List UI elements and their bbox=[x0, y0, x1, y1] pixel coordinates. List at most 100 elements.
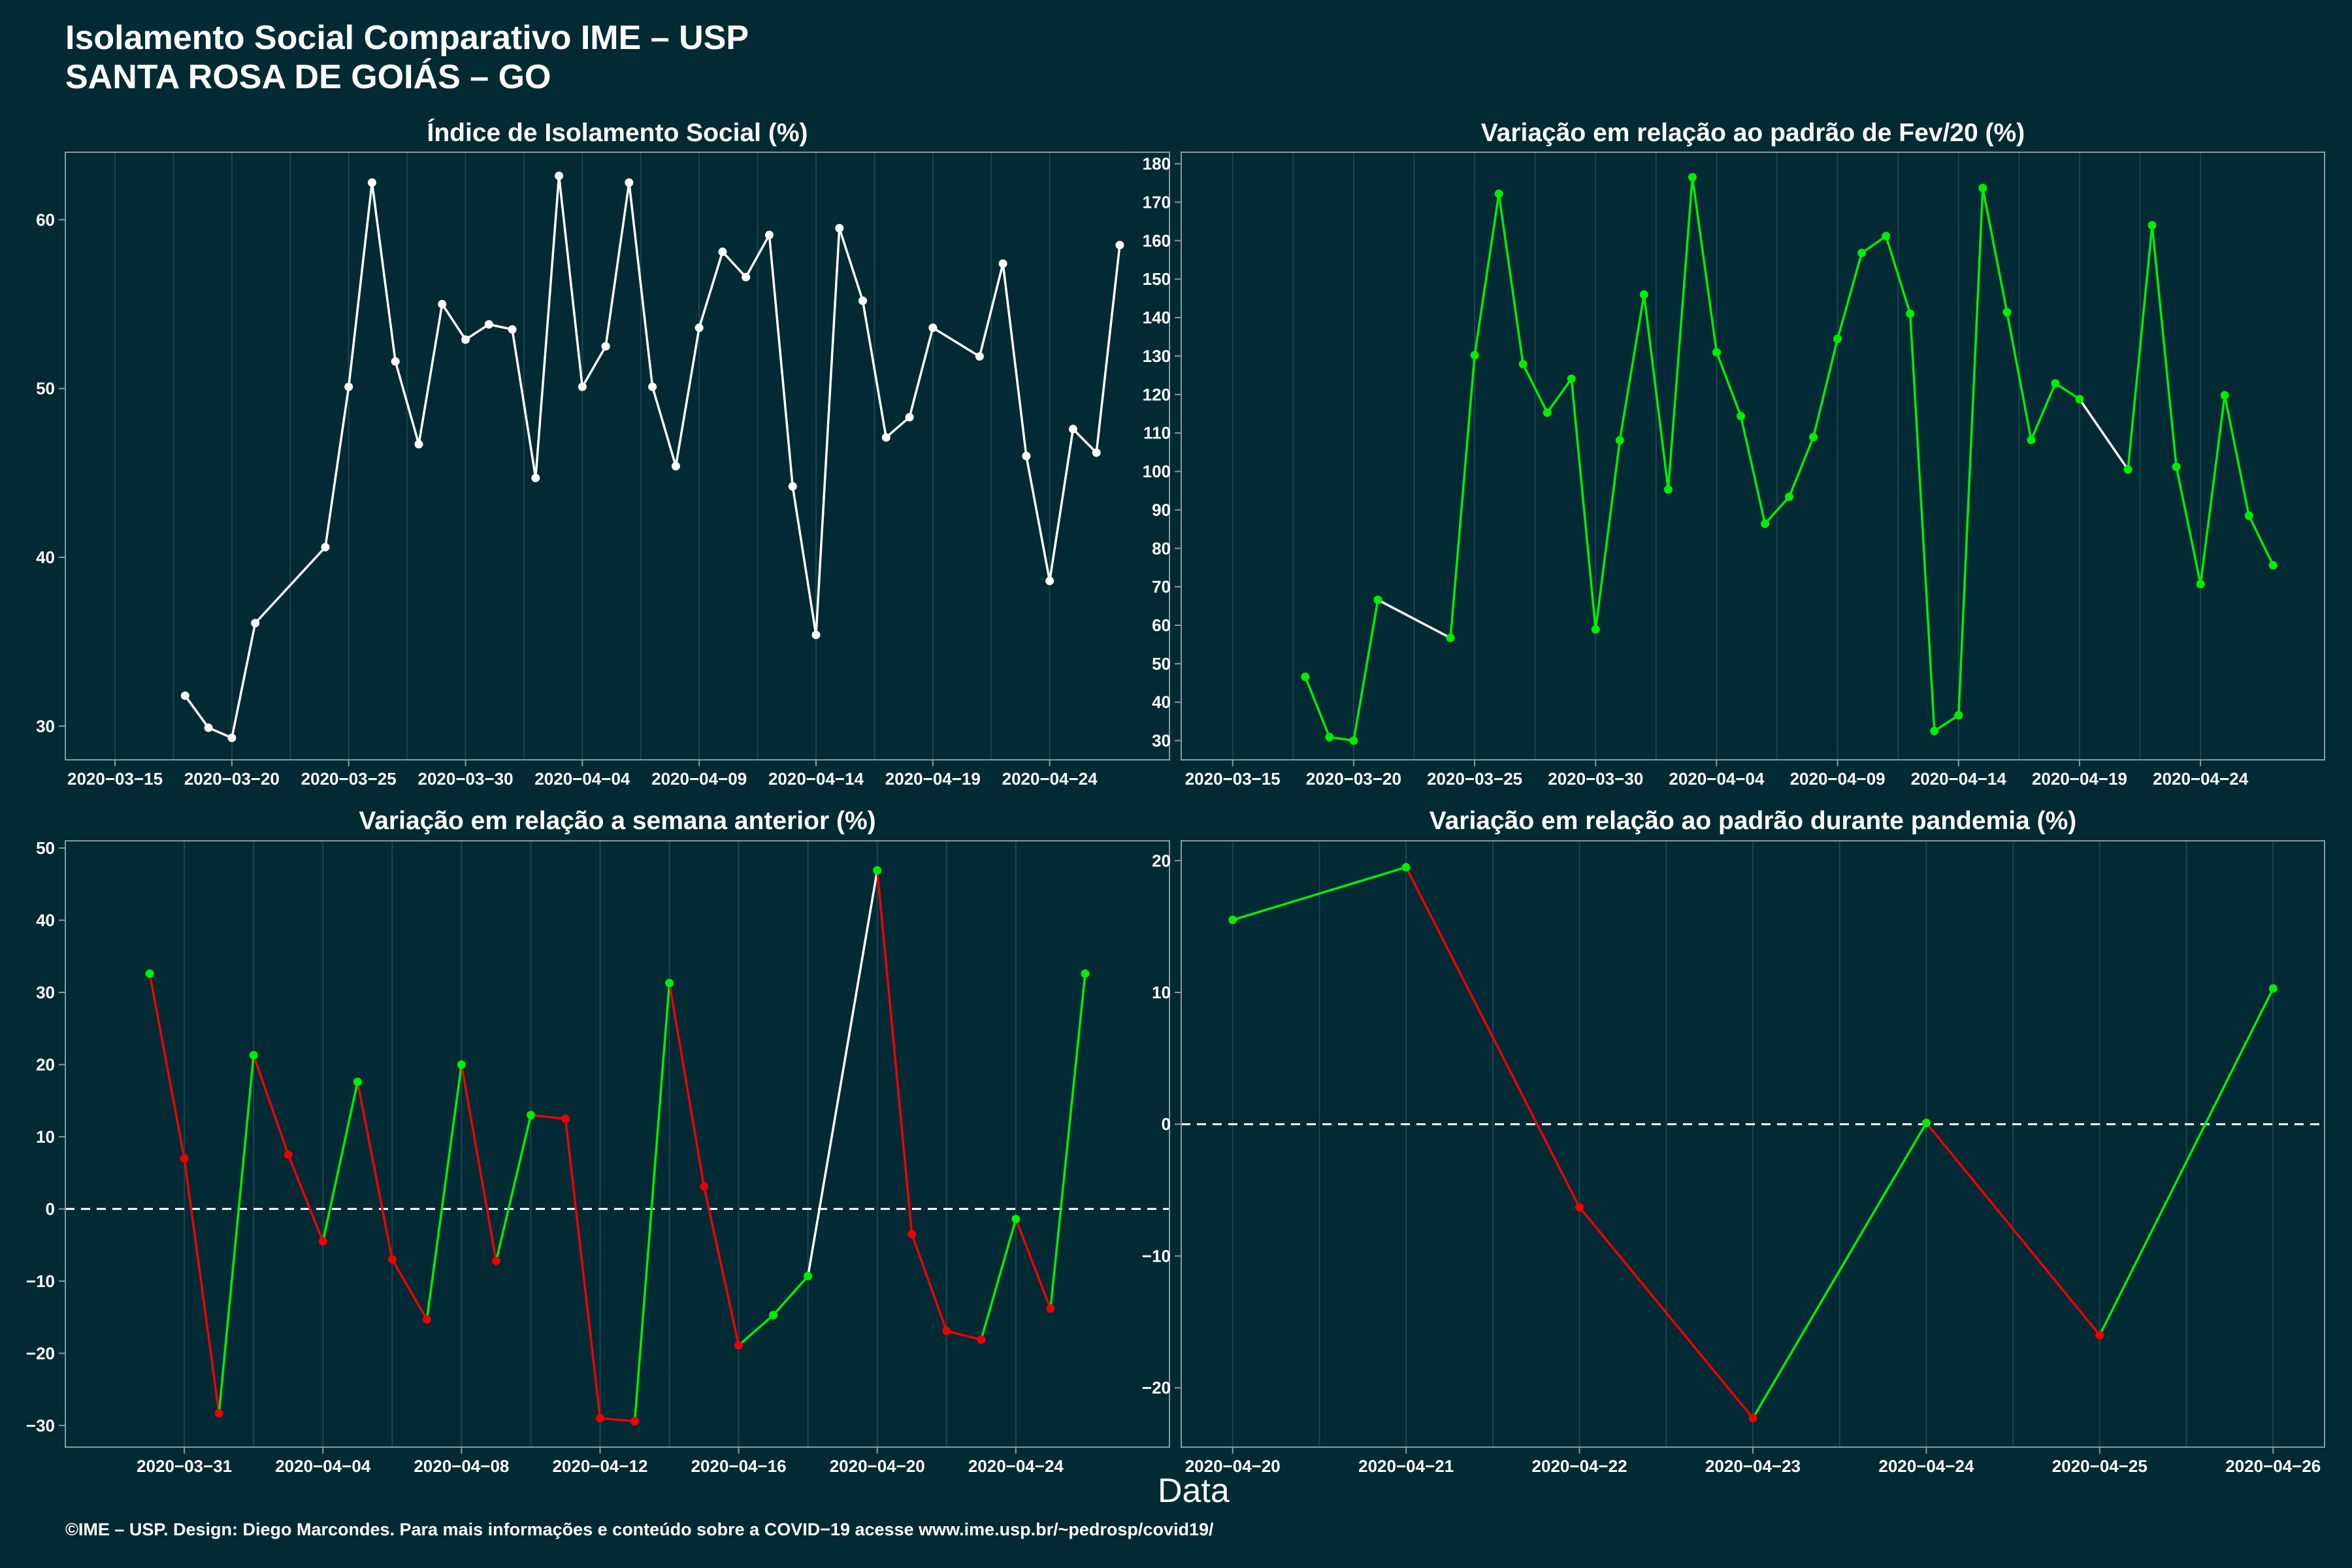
data-point bbox=[1494, 189, 1503, 199]
data-point bbox=[2196, 580, 2205, 589]
y-tick-label: −10 bbox=[26, 1271, 55, 1291]
data-point bbox=[1081, 969, 1090, 978]
data-point bbox=[1575, 1203, 1584, 1212]
y-tick-label: 80 bbox=[1152, 538, 1171, 558]
y-tick-label: −20 bbox=[26, 1343, 55, 1363]
x-tick-label: 2020−04−20 bbox=[1185, 1456, 1281, 1476]
series-segment bbox=[534, 176, 561, 478]
chart-panel-variation-pandemic: Variação em relação ao padrão durante pa… bbox=[1142, 807, 2325, 1476]
x-tick-label: 2020−04−22 bbox=[1532, 1456, 1627, 1476]
series-segment bbox=[1691, 177, 1718, 353]
data-point bbox=[1857, 248, 1867, 257]
series-segment bbox=[1049, 973, 1086, 1309]
y-tick-label: 50 bbox=[1152, 654, 1171, 674]
y-tick-label: 40 bbox=[1152, 693, 1171, 712]
data-point bbox=[742, 272, 751, 282]
data-point bbox=[367, 178, 376, 187]
x-tick-label: 2020−03−30 bbox=[1548, 769, 1643, 789]
y-tick-label: 170 bbox=[1143, 193, 1171, 212]
x-tick-label: 2020−04−14 bbox=[1911, 769, 2007, 789]
x-tick-label: 2020−03−30 bbox=[418, 769, 514, 789]
data-point bbox=[1518, 359, 1527, 368]
data-point bbox=[1567, 374, 1576, 384]
y-tick-label: 0 bbox=[46, 1199, 55, 1218]
data-point bbox=[905, 413, 914, 422]
series-segment bbox=[1739, 416, 1767, 524]
x-tick-label: 2020−03−31 bbox=[137, 1456, 232, 1476]
series-segment bbox=[978, 263, 1004, 357]
data-point bbox=[561, 1114, 570, 1123]
series-segment bbox=[932, 327, 981, 358]
series-segment bbox=[1836, 252, 1863, 339]
y-tick-label: 180 bbox=[1143, 154, 1171, 174]
series-segment bbox=[1405, 866, 1581, 1208]
series-segment bbox=[1642, 294, 1670, 490]
series-segment bbox=[254, 546, 327, 624]
x-tick-label: 2020−03−20 bbox=[184, 769, 280, 789]
data-point bbox=[1349, 736, 1358, 745]
x-axis-label: Data bbox=[1158, 1472, 1230, 1510]
y-tick-label: −10 bbox=[1142, 1246, 1171, 1266]
series-segment bbox=[633, 983, 671, 1422]
series-segment bbox=[1002, 263, 1028, 457]
x-tick-label: 2020−04−21 bbox=[1358, 1456, 1454, 1476]
data-point bbox=[2051, 379, 2060, 388]
series-segment bbox=[2127, 225, 2153, 470]
y-tick-label: 40 bbox=[36, 911, 55, 930]
series-segment bbox=[806, 870, 879, 1277]
data-point bbox=[284, 1151, 293, 1160]
series-segment bbox=[1908, 314, 1936, 731]
series-segment bbox=[1982, 188, 2008, 313]
y-tick-label: 10 bbox=[36, 1127, 55, 1147]
x-tick-label: 2020−04−09 bbox=[651, 769, 747, 789]
y-tick-label: −20 bbox=[1142, 1378, 1171, 1397]
series-segment bbox=[370, 182, 397, 362]
y-tick-label: 60 bbox=[1152, 615, 1171, 635]
series-segment bbox=[2006, 312, 2033, 440]
series-segment bbox=[231, 623, 257, 738]
series-segment bbox=[1352, 599, 1379, 741]
data-point bbox=[461, 335, 470, 344]
x-tick-label: 2020−03−15 bbox=[1185, 769, 1281, 789]
data-point bbox=[1761, 519, 1770, 529]
data-point bbox=[2220, 391, 2229, 400]
series-segment bbox=[391, 1258, 428, 1320]
data-point bbox=[928, 323, 938, 333]
series-segment bbox=[980, 1218, 1017, 1340]
series-segment bbox=[183, 1158, 220, 1414]
x-tick-label: 2020−04−23 bbox=[1705, 1456, 1801, 1476]
x-tick-label: 2020−04−19 bbox=[2032, 769, 2127, 789]
series-segment bbox=[702, 1186, 740, 1346]
data-point bbox=[804, 1271, 813, 1281]
data-point bbox=[907, 1230, 917, 1239]
series-segment bbox=[1812, 338, 1839, 438]
series-segment bbox=[875, 870, 913, 1235]
data-point bbox=[484, 320, 493, 329]
data-point bbox=[1930, 727, 1939, 736]
series-segment bbox=[1025, 455, 1051, 581]
series-segment bbox=[1048, 429, 1075, 581]
series-segment bbox=[1957, 188, 1984, 715]
x-tick-label: 2020−04−04 bbox=[1669, 769, 1765, 789]
data-point bbox=[526, 1111, 535, 1120]
data-point bbox=[1712, 348, 1721, 357]
series-segment bbox=[772, 1275, 809, 1316]
data-point bbox=[1301, 672, 1310, 681]
series-segment bbox=[745, 234, 771, 278]
data-point bbox=[811, 630, 821, 640]
data-point bbox=[1615, 436, 1624, 445]
data-point bbox=[1228, 915, 1237, 924]
data-point bbox=[1688, 172, 1697, 182]
x-tick-label: 2020−03−15 bbox=[67, 769, 163, 789]
data-point bbox=[977, 1335, 986, 1344]
x-tick-label: 2020−03−25 bbox=[1427, 769, 1522, 789]
series-segment bbox=[1788, 436, 1815, 498]
data-point bbox=[555, 171, 564, 180]
y-tick-label: 90 bbox=[1152, 500, 1171, 519]
series-segment bbox=[604, 182, 630, 347]
x-tick-label: 2020−04−19 bbox=[885, 769, 981, 789]
data-point bbox=[204, 723, 213, 732]
data-point bbox=[508, 325, 517, 334]
series-segment bbox=[1072, 428, 1098, 454]
data-point bbox=[671, 462, 680, 470]
